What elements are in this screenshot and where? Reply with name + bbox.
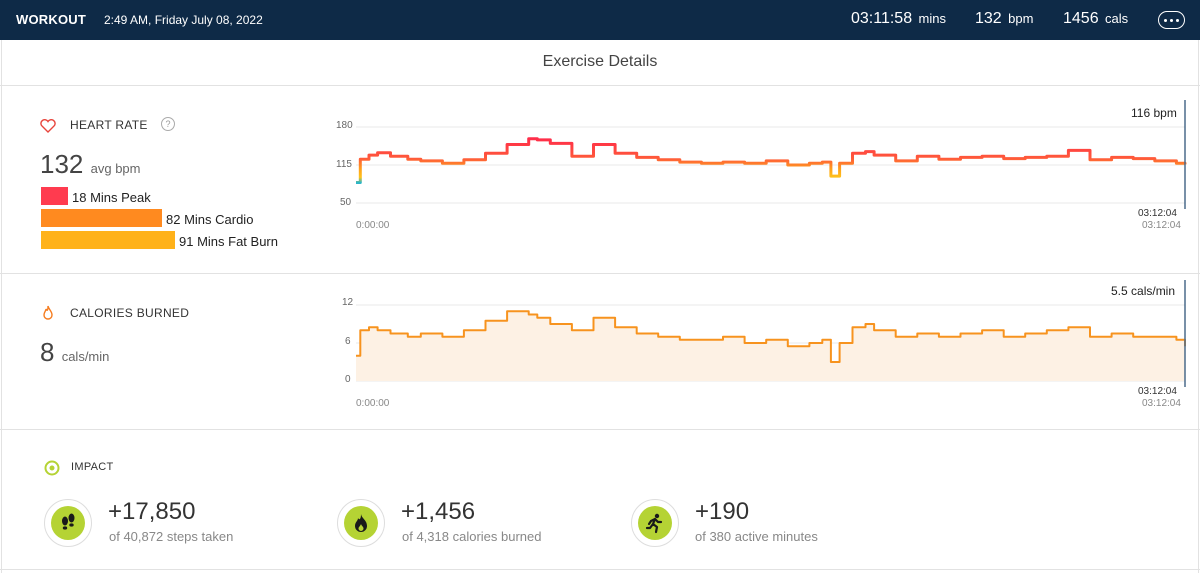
avg-heart-rate-unit: avg bpm [90, 161, 141, 176]
heart-icon [40, 119, 56, 133]
cardio-zone-bar [41, 209, 162, 227]
dot-icon [1176, 18, 1179, 22]
cal-current-value: 5.5 cals/min [1111, 284, 1176, 298]
target-icon [44, 460, 60, 476]
bpm-unit: bpm [1008, 11, 1034, 26]
hr-current-value: 116 bpm [1131, 106, 1177, 120]
footsteps-icon [62, 513, 75, 530]
heart-rate-label: HEART RATE [70, 118, 148, 132]
bpm-value: 132 [975, 10, 1002, 27]
cal-start-time: 0:00:00 [356, 398, 390, 409]
peak-zone-bar [41, 187, 68, 205]
workout-datetime: 2:49 AM, Friday July 08, 2022 [104, 13, 263, 27]
top-bar: WORKOUT 2:49 AM, Friday July 08, 2022 03… [0, 0, 1200, 40]
divider [0, 569, 1200, 570]
cals-stat: 1456 cals [1063, 10, 1128, 28]
impact-active-value: +190 [695, 498, 750, 525]
workout-label: WORKOUT [16, 12, 86, 27]
impact-active-sub: of 380 active minutes [695, 529, 818, 544]
dot-icon [1164, 18, 1167, 22]
hr-start-time: 0:00:00 [356, 220, 390, 231]
dot-icon [1170, 18, 1173, 22]
impact-steps-value: +17,850 [108, 498, 196, 525]
hr-y-tick: 115 [336, 159, 352, 170]
impact-calories-sub: of 4,318 calories burned [402, 529, 542, 544]
hr-y-tick: 50 [340, 197, 352, 208]
fatburn-zone-bar [41, 231, 175, 249]
duration-stat: 03:11:58 mins [851, 10, 946, 28]
impact-calories-badge [337, 499, 385, 547]
content-frame [1, 40, 1199, 573]
impact-steps-badge [44, 499, 92, 547]
avg-heart-rate: 132 avg bpm [40, 149, 141, 180]
calories-rate-unit: cals/min [61, 349, 110, 364]
divider [0, 273, 1200, 274]
flame-icon [355, 514, 367, 532]
page-title: Exercise Details [0, 40, 1200, 86]
duration-value: 03:11:58 [851, 10, 913, 27]
hr-end-time: 03:12:04 [1138, 208, 1177, 219]
cal-y-tick: 12 [342, 297, 354, 308]
calories-label: CALORIES BURNED [70, 306, 190, 320]
cals-value: 1456 [1063, 10, 1099, 27]
area-fill [356, 311, 1185, 381]
cal-end-time: 03:12:04 [1138, 386, 1177, 397]
more-options-button[interactable] [1158, 11, 1185, 29]
avg-heart-rate-value: 132 [40, 149, 84, 179]
cal-end-time-gray: 03:12:04 [1142, 398, 1181, 409]
bpm-stat: 132 bpm [975, 10, 1033, 28]
flame-icon [43, 305, 53, 320]
hr-end-time-gray: 03:12:04 [1142, 220, 1181, 231]
series-line [356, 310, 1186, 363]
help-icon[interactable]: ? [161, 117, 175, 131]
impact-active-badge [631, 499, 679, 547]
cal-y-tick: 6 [345, 336, 351, 347]
series-line [356, 137, 1187, 184]
calories-rate: 8 cals/min [40, 337, 109, 368]
divider [0, 429, 1200, 430]
cardio-zone-label: 82 Mins Cardio [166, 212, 254, 227]
cals-unit: cals [1105, 11, 1129, 26]
runner-icon [645, 513, 663, 534]
calories-rate-value: 8 [40, 337, 55, 367]
hr-y-tick: 180 [336, 120, 353, 131]
impact-calories-value: +1,456 [401, 498, 476, 525]
impact-label: IMPACT [71, 461, 114, 473]
peak-zone-label: 18 Mins Peak [72, 190, 151, 205]
impact-steps-sub: of 40,872 steps taken [109, 529, 234, 544]
duration-unit: mins [918, 11, 946, 26]
fatburn-zone-label: 91 Mins Fat Burn [179, 234, 278, 249]
cal-y-tick: 0 [345, 374, 351, 385]
